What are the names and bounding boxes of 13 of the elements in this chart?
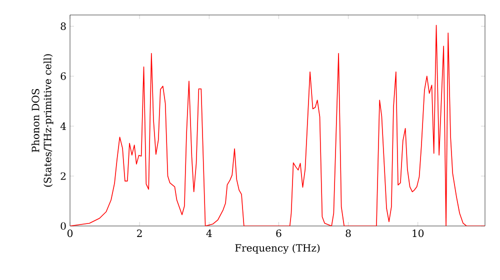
y-tick-label: 8 [60, 22, 66, 30]
y-tick-label: 0 [60, 222, 66, 230]
x-tick-label: 10 [412, 230, 424, 238]
y-tick-label: 6 [60, 72, 66, 80]
x-tick-label: 6 [276, 230, 282, 238]
x-axis-title: Frequency (THz) [235, 244, 320, 254]
x-tick-label: 2 [137, 230, 142, 237]
x-tick-label: 0 [67, 230, 73, 238]
x-tick-label: 4 [206, 230, 212, 237]
x-tick-label: 8 [346, 230, 351, 238]
y-axis-title: Phonon DOS (States/THz·primitive cell) [32, 54, 54, 187]
y-tick-label: 2 [60, 172, 66, 180]
y-tick-label: 4 [60, 122, 66, 130]
